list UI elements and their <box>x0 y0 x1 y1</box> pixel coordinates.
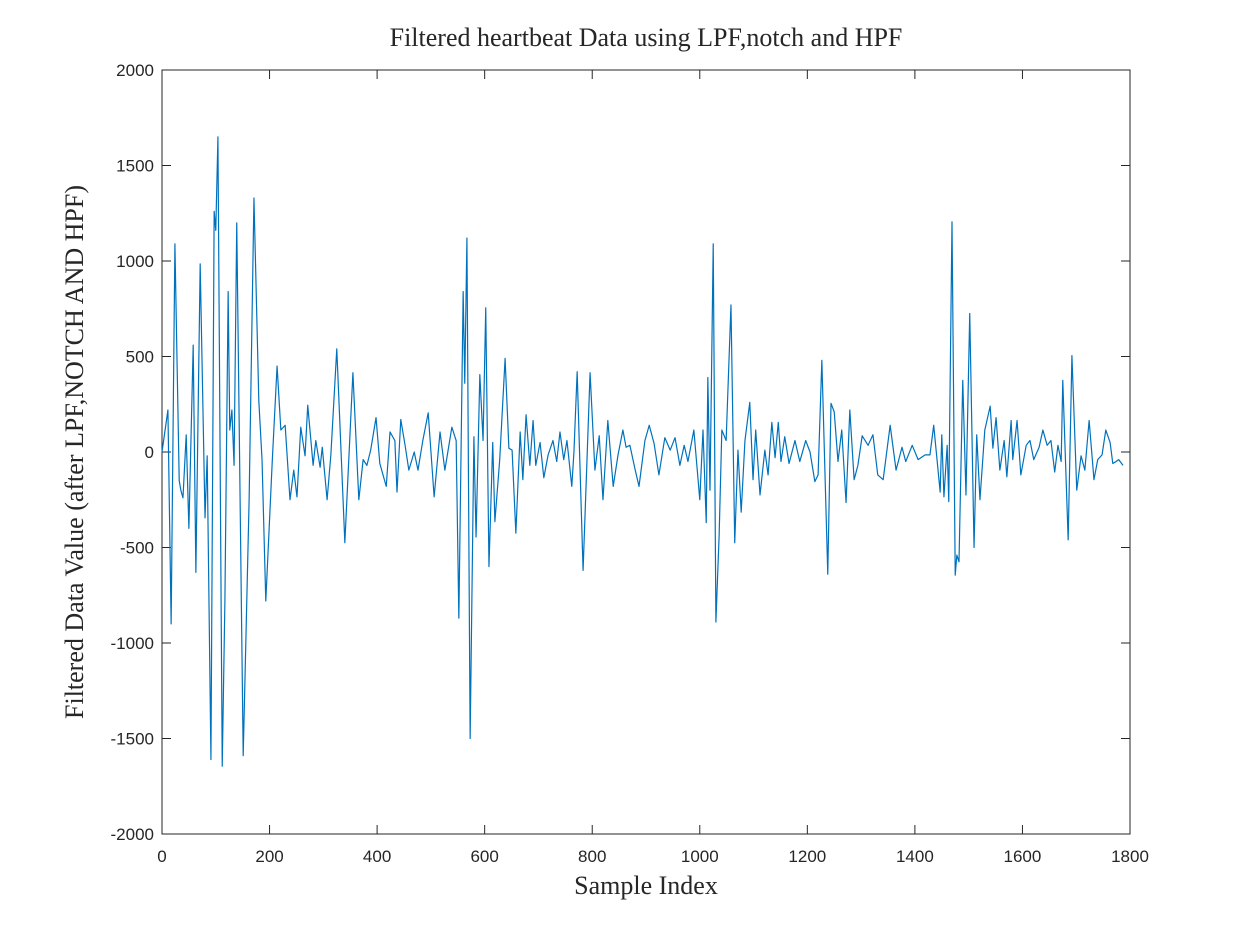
plot-area: 0 200 400 600 800 1000 1200 1400 1600 1800 -2000 -1… <box>111 61 1149 866</box>
x-tick-label: 1400 <box>896 847 934 866</box>
y-tick-label: -2000 <box>111 825 154 844</box>
y-tick-label: 0 <box>145 443 154 462</box>
y-tick-label: 2000 <box>116 61 154 80</box>
x-axis-label: Sample Index <box>574 871 718 900</box>
x-tick-label: 1200 <box>788 847 826 866</box>
chart-title: Filtered heartbeat Data using LPF,notch … <box>390 23 903 52</box>
x-tick-label: 400 <box>363 847 391 866</box>
x-tick-label: 0 <box>157 847 166 866</box>
x-tick-label: 1800 <box>1111 847 1149 866</box>
x-tick-label: 600 <box>470 847 498 866</box>
y-tick-label: -500 <box>120 539 154 558</box>
data-line <box>161 136 1124 767</box>
x-tick-label: 200 <box>255 847 283 866</box>
x-tick-label: 800 <box>578 847 606 866</box>
y-tick-label: -1000 <box>111 634 154 653</box>
y-tick-label: 500 <box>126 348 154 367</box>
y-tick-label: -1500 <box>111 730 154 749</box>
y-tick-label: 1000 <box>116 252 154 271</box>
x-tick-label: 1600 <box>1004 847 1042 866</box>
y-tick-label: 1500 <box>116 157 154 176</box>
y-axis-label: Filtered Data Value (after LPF,NOTCH AND… <box>60 185 89 719</box>
x-tick-label: 1000 <box>681 847 719 866</box>
